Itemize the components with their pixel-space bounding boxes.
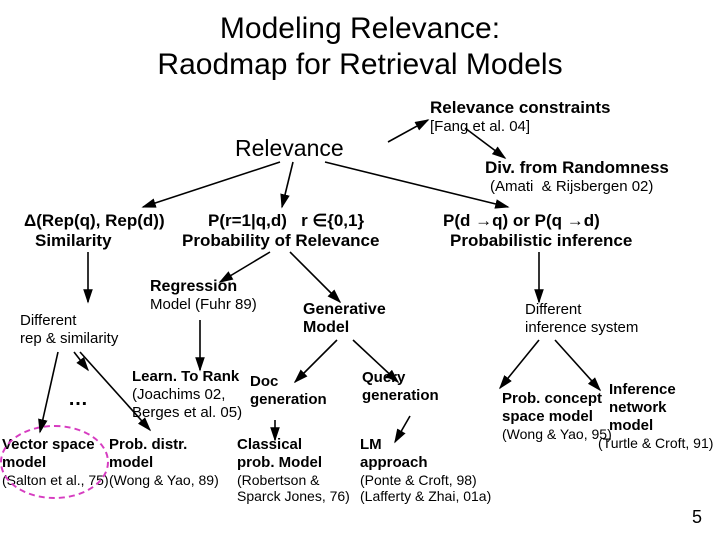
node-div-random-2: (Amati & Rijsbergen 02): [490, 178, 653, 195]
node-classical-2: prob. Model: [237, 454, 322, 471]
node-classical-3: (Robertson &: [237, 472, 319, 488]
node-relevance: Relevance: [235, 135, 344, 162]
node-classical-1: Classical: [237, 436, 302, 453]
node-inf-4: (Turtle & Croft, 91): [598, 435, 713, 451]
node-doc-gen-2: generation: [250, 391, 327, 408]
node-pr1: P(r=1|q,d) r ∈{0,1}: [208, 211, 364, 231]
node-prob-inf: Probabilistic inference: [450, 231, 632, 251]
node-pdq: P(d →q) or P(q →d): [443, 211, 600, 231]
node-pc-1: Prob. concept: [502, 390, 602, 407]
node-generative-2: Model: [303, 319, 349, 337]
node-regression-2: Model (Fuhr 89): [150, 296, 257, 313]
node-inf-2: network: [609, 399, 667, 416]
node-relevance-constraints: Relevance constraints: [430, 98, 610, 118]
node-div-random-1: Div. from Randomness: [485, 158, 669, 178]
node-fang: [Fang et al. 04]: [430, 118, 530, 135]
title-line-1: Modeling Relevance:: [0, 12, 720, 46]
node-query-gen-2: generation: [362, 387, 439, 404]
highlight-oval: [0, 425, 109, 499]
node-learn-rank-2: (Joachims 02,: [132, 386, 225, 403]
node-diff-rep-1: Different: [20, 312, 76, 329]
node-pc-2: space model: [502, 408, 593, 425]
node-learn-rank-1: Learn. To Rank: [132, 368, 239, 385]
node-prob-of-rel: Probability of Relevance: [182, 231, 379, 251]
node-inf-3: model: [609, 417, 653, 434]
node-prob-distr-3: (Wong & Yao, 89): [109, 472, 219, 488]
node-generative-1: Generative: [303, 301, 386, 319]
node-prob-distr-2: model: [109, 454, 153, 471]
node-diff-rep-2: rep & similarity: [20, 330, 118, 347]
node-prob-distr-1: Prob. distr.: [109, 436, 187, 453]
node-lm-4: (Lafferty & Zhai, 01a): [360, 488, 491, 504]
node-classical-4: Sparck Jones, 76): [237, 488, 350, 504]
node-lm-2: approach: [360, 454, 428, 471]
node-doc-gen-1: Doc: [250, 373, 278, 390]
node-inf-1: Inference: [609, 381, 676, 398]
node-query-gen-1: Query: [362, 369, 405, 386]
node-pc-3: (Wong & Yao, 95): [502, 426, 612, 442]
node-similarity: Similarity: [35, 231, 112, 251]
node-diff-inf-2: inference system: [525, 319, 638, 336]
page-number: 5: [692, 507, 702, 528]
node-lm-1: LM: [360, 436, 382, 453]
node-regression-1: Regression: [150, 278, 237, 296]
node-diff-inf-1: Different: [525, 301, 581, 318]
node-delta-rep: Δ(Rep(q), Rep(d)): [24, 211, 165, 231]
node-lm-3: (Ponte & Croft, 98): [360, 472, 477, 488]
slide-root: Modeling Relevance: Raodmap for Retrieva…: [0, 0, 720, 540]
node-dots: …: [68, 388, 88, 411]
title-line-2: Raodmap for Retrieval Models: [0, 48, 720, 82]
node-learn-rank-3: Berges et al. 05): [132, 404, 242, 421]
